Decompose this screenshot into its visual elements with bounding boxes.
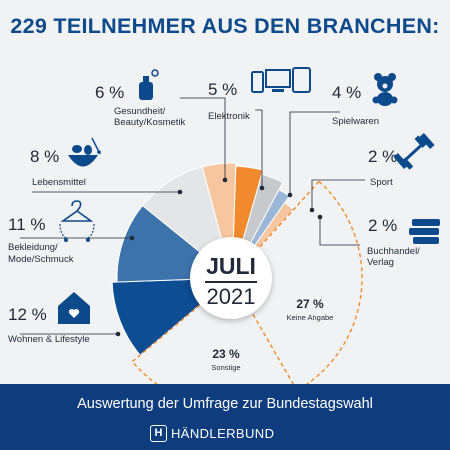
label-name-elektronik: Elektronik (208, 111, 250, 122)
leader-line (319, 217, 360, 246)
label-value-elektronik: 5 % (208, 80, 237, 99)
label-name-spielwaren: Spielwaren (332, 116, 379, 127)
label-name-bekleidung-mode-schmuck: Mode/Schmuck (8, 254, 74, 265)
footer-banner: Auswertung der Umfrage zur Bundestagswah… (0, 384, 450, 450)
brand-logo: H HÄNDLERBUND (150, 425, 300, 443)
label-value-gesundheit-beauty-kosmetik: 6 % (95, 83, 124, 102)
leader-line (180, 97, 226, 180)
leader-line (311, 179, 365, 210)
teddy-bear-icon (372, 73, 398, 106)
label-name-wohnen-lifestyle: Wohnen & Lifestyle (8, 334, 90, 345)
leader-dot (115, 331, 121, 337)
label-name-gesundheit-beauty-kosmetik: Beauty/Kosmetik (114, 117, 186, 128)
label-name-sonstige: Sonstige (211, 363, 240, 372)
page-title: 229 TEILNEHMER AUS DEN BRANCHEN: (10, 14, 440, 38)
label-name-buchhandel-verlag: Verlag (367, 257, 394, 268)
label-value-sonstige: 23 % (212, 347, 240, 361)
date-year: 2021 (206, 284, 256, 309)
leader-line (255, 109, 263, 188)
devices-icon (251, 67, 311, 93)
leader-dot (222, 177, 228, 183)
label-name-bekleidung-mode-schmuck: Bekleidung/ (8, 242, 58, 253)
house-icon (58, 292, 90, 324)
label-name-gesundheit-beauty-kosmetik: Gesundheit/ (114, 106, 166, 117)
brand-logo-icon: H (150, 425, 167, 442)
books-icon (409, 219, 440, 244)
perfume-icon (139, 69, 159, 100)
food-bowl-icon (68, 137, 101, 167)
label-name-buchhandel-verlag: Buchhandel/ (367, 246, 420, 257)
leader-dot (309, 207, 315, 213)
label-value-spielwaren: 4 % (332, 83, 361, 102)
leader-dot (287, 192, 293, 198)
date-month: JULI (206, 253, 256, 279)
footer-text: Auswertung der Umfrage zur Bundestagswah… (77, 396, 373, 412)
leader-dot (317, 214, 323, 220)
label-name-sport: Sport (370, 177, 393, 188)
label-value-lebensmittel: 8 % (30, 147, 59, 166)
hanger-icon (59, 200, 95, 242)
date-badge: JULI 2021 (190, 237, 272, 319)
leader-line (289, 111, 340, 195)
label-value-buchhandel-verlag: 2 % (368, 216, 397, 235)
label-value-sport: 2 % (368, 147, 397, 166)
label-name-keine-angabe: Keine Angabe (287, 313, 334, 322)
date-divider (205, 281, 257, 283)
leader-dot (129, 235, 135, 241)
slice-keine-angabe (296, 180, 363, 392)
dumbbell-icon (393, 133, 435, 170)
label-value-wohnen-lifestyle: 12 % (8, 305, 47, 324)
label-value-bekleidung-mode-schmuck: 11 % (8, 215, 46, 234)
leader-dot (259, 185, 265, 191)
label-name-lebensmittel: Lebensmittel (32, 177, 86, 188)
label-value-keine-angabe: 27 % (296, 297, 324, 311)
leader-dot (177, 189, 183, 195)
brand-name: HÄNDLERBUND (171, 426, 275, 441)
